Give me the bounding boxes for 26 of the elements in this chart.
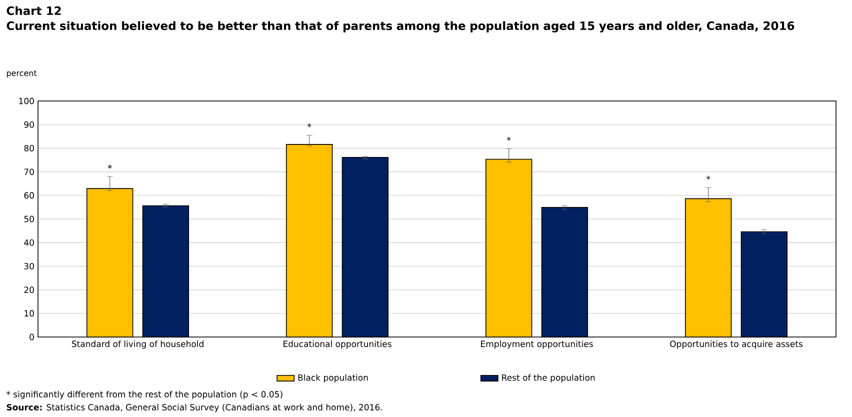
- y-axis-title: percent: [6, 70, 37, 78]
- legend-label: Rest of the population: [502, 374, 595, 382]
- text: * significantly different from the rest of the population (p < 0.05): [6, 390, 282, 400]
- annotation: *: [307, 123, 312, 128]
- chart-title: Chart 12: [6, 6, 61, 16]
- y-tick-label: 60: [24, 192, 34, 199]
- y-tick-label: 100: [19, 98, 34, 104]
- y-tick-label: 70: [24, 168, 34, 176]
- y-tick-label: 20: [24, 286, 34, 294]
- y-tick-label: 90: [24, 121, 34, 128]
- x-tick-label: Opportunities to acquire assets: [670, 340, 802, 349]
- annotation: *: [706, 176, 710, 180]
- chart-subtitle: Current situation believed to be better than that of parents among the population aged 15 years and older, Canada, 2016: [6, 21, 794, 32]
- x-tick-label: Employment opportunities: [481, 340, 593, 349]
- annotation: *: [506, 136, 511, 141]
- x-tick-label: Standard of living of household: [72, 340, 204, 349]
- legend-label: Black population: [298, 374, 368, 382]
- y-tick-label: 40: [24, 239, 34, 246]
- y-tick-label: 30: [24, 262, 34, 270]
- y-tick-label: 80: [24, 144, 34, 152]
- y-tick-label: 0: [30, 334, 34, 340]
- y-tick-label: 50: [24, 216, 34, 222]
- y-tick-label: 10: [24, 310, 34, 317]
- annotation: *: [108, 164, 112, 169]
- x-tick-label: Educational opportunities: [284, 340, 392, 349]
- text: Source: Statistics Canada, General Social Survey (Canadians at work and home), 2016.: [6, 404, 382, 412]
